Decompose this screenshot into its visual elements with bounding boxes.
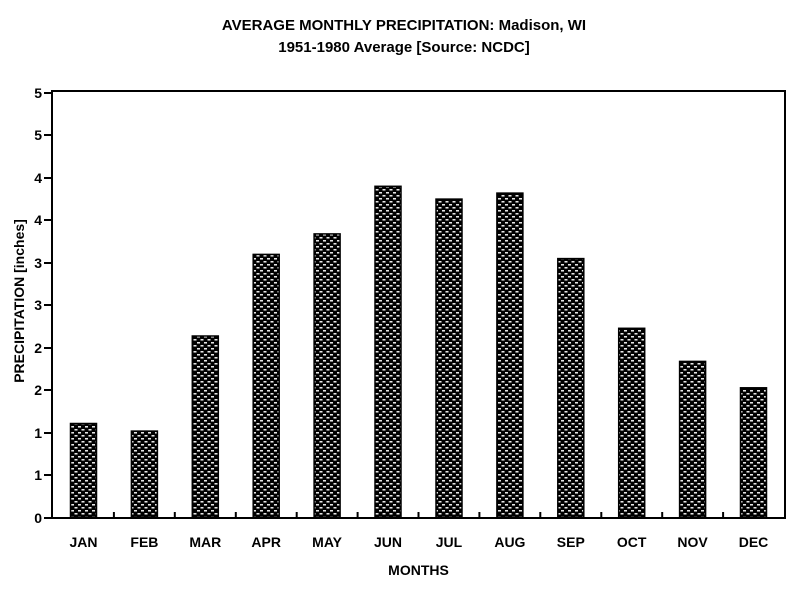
- x-axis-title: MONTHS: [388, 562, 449, 578]
- bar-jul: [435, 198, 463, 517]
- chart-subtitle: 1951-1980 Average [Source: NCDC]: [278, 39, 530, 56]
- y-axis-tick: [44, 431, 51, 434]
- bar-aug: [496, 192, 524, 517]
- x-axis-label-apr: APR: [251, 534, 281, 550]
- bar-jun: [374, 185, 402, 517]
- y-axis-tick: [44, 389, 51, 391]
- bar-mar: [191, 335, 220, 517]
- y-axis-tick-label: 0: [34, 509, 42, 526]
- y-axis-tick-label: 2: [34, 339, 42, 356]
- y-axis-tick-label: 3: [34, 297, 42, 313]
- y-axis-tick: [44, 219, 51, 221]
- y-axis-tick: [44, 304, 51, 306]
- x-axis-label-may: MAY: [312, 534, 342, 550]
- bar-feb: [130, 430, 159, 517]
- bar-oct: [617, 327, 646, 517]
- y-axis-tick-label: 4: [34, 212, 42, 228]
- bar-nov: [678, 360, 707, 517]
- y-axis-tick: [44, 134, 51, 136]
- x-axis-label-jan: JAN: [69, 534, 98, 550]
- x-axis-label-nov: NOV: [677, 534, 708, 550]
- bar-jan: [69, 422, 98, 517]
- y-axis-tick-label: 4: [34, 169, 42, 186]
- bar-may: [313, 233, 341, 517]
- bar-dec: [739, 387, 768, 517]
- plot-area-frame: [51, 90, 786, 519]
- chart-title: AVERAGE MONTHLY PRECIPITATION: Madison, …: [221, 17, 587, 34]
- bars-group: [69, 185, 768, 517]
- x-axis-category-ticks: [112, 512, 725, 517]
- y-axis-tick: [44, 346, 51, 349]
- x-axis-label-oct: OCT: [616, 534, 647, 550]
- x-axis-label-sep: SEP: [556, 534, 585, 550]
- bar-series: [69, 185, 768, 517]
- y-axis-tick-label: 2: [34, 382, 42, 398]
- y-axis-tick: [44, 91, 51, 94]
- y-axis-tick-label: 3: [34, 254, 42, 271]
- y-axis-tick: [44, 474, 51, 476]
- y-axis-tick-label: 1: [34, 424, 42, 441]
- y-axis-tick-label: 5: [34, 127, 42, 143]
- x-axis-label-feb: FEB: [130, 534, 159, 550]
- y-axis-title: PRECIPITATION [inches]: [11, 219, 27, 383]
- x-axis-label-dec: DEC: [738, 534, 769, 550]
- x-axis-label-mar: MAR: [189, 534, 222, 550]
- y-axis-tick: [44, 261, 51, 264]
- y-axis-tick: [44, 176, 51, 179]
- y-axis-tick-label: 5: [34, 84, 42, 101]
- y-axis-tick: [44, 516, 51, 519]
- x-axis-label-aug: AUG: [494, 534, 526, 550]
- x-axis-label-jun: JUN: [373, 534, 402, 550]
- x-axis-label-jul: JUL: [435, 534, 463, 550]
- y-axis-tick-label: 1: [34, 467, 42, 483]
- bar-apr: [252, 253, 280, 517]
- bar-sep: [557, 257, 585, 517]
